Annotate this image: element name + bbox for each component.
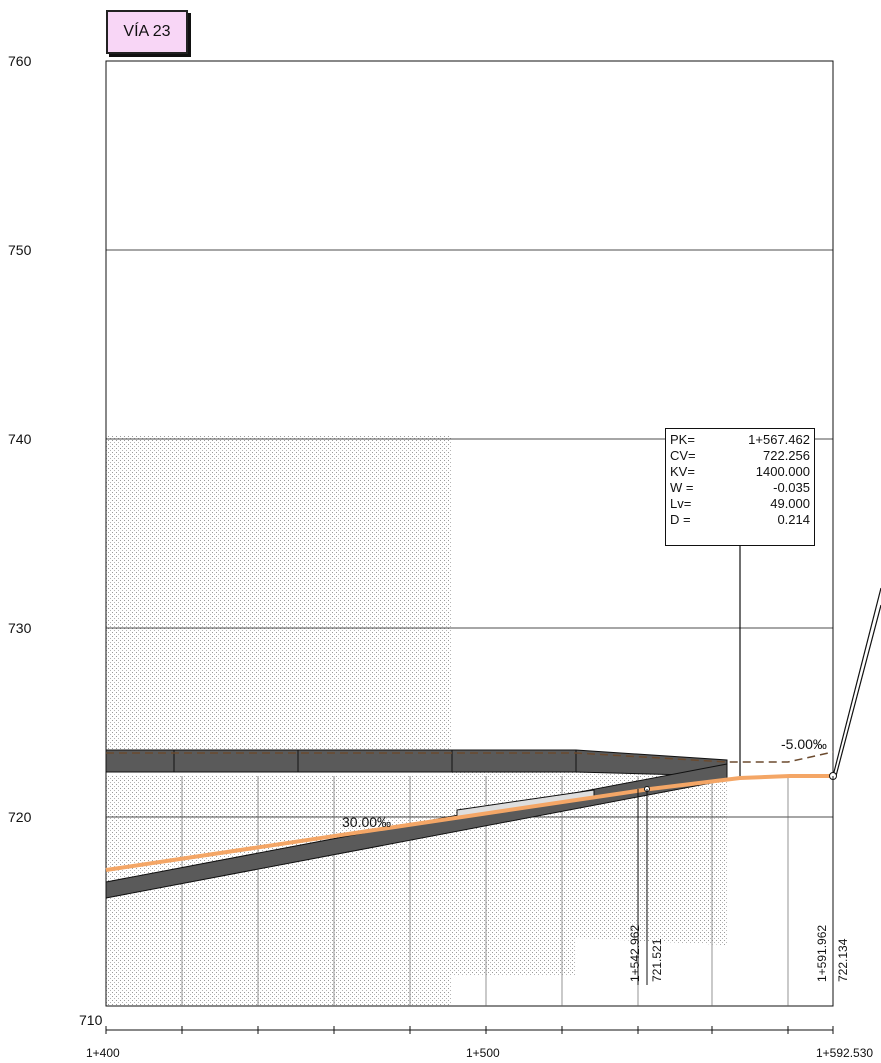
upper-slab (105, 749, 728, 777)
vertical-curve-info-box: PK= 1+567.462 CV= 722.256 KV= 1400.000 W = -… (665, 428, 815, 546)
ground-hatch-upper (106, 776, 727, 1006)
info-row: Lv= 49.000 (670, 496, 810, 511)
point-reference-lines (637, 776, 834, 985)
embankment-lines (832, 587, 881, 777)
info-row: CV= 722.256 (670, 448, 810, 463)
x-tick-label: 1+500 (466, 1046, 500, 1060)
grade-label-main: 30.00‰ (342, 814, 392, 830)
y-tick-label: 730 (8, 620, 32, 636)
x-axis (105, 1026, 834, 1034)
info-row: KV= 1400.000 (670, 464, 810, 479)
info-row: D = 0.214 (670, 512, 810, 527)
point-cv-label: 722.134 (836, 938, 850, 982)
info-row: PK= 1+567.462 (670, 432, 810, 447)
y-tick-label: 710 (79, 1012, 103, 1028)
station-lines (181, 776, 789, 1006)
title-tag: VÍA 23 (106, 10, 188, 54)
grade-line (105, 774, 833, 872)
y-tick-label: 750 (8, 242, 32, 258)
x-tick-label: 1+592.530 (816, 1046, 874, 1060)
point-cv-label: 721.521 (650, 938, 664, 982)
point-pk-label: 1+542.962 (628, 924, 642, 982)
x-tick-label: 1+400 (86, 1046, 120, 1060)
y-tick-label: 720 (8, 809, 32, 825)
grade-label-end: -5.00‰ (781, 736, 827, 752)
point-pk-label: 1+591.962 (815, 924, 829, 982)
y-tick-label: 740 (8, 431, 32, 447)
info-row: W = -0.035 (670, 480, 810, 495)
terrain-dashed-line (106, 751, 834, 763)
plot-frame (105, 60, 834, 1007)
title-text: VÍA 23 (123, 23, 171, 40)
y-tick-label: 760 (8, 53, 32, 69)
